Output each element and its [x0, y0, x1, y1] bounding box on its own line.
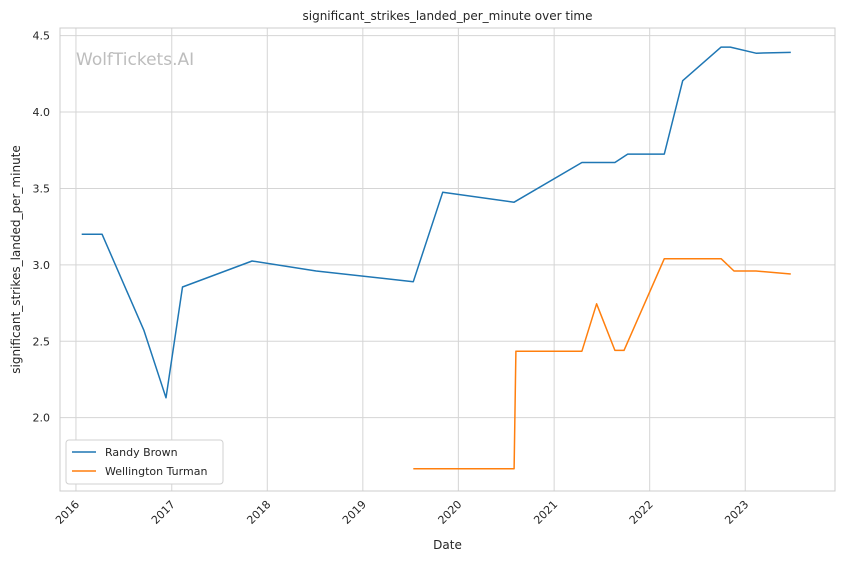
- legend-label-randy-brown: Randy Brown: [105, 446, 178, 459]
- y-tick-labels: 2.0 2.5 3.0 3.5 4.0 4.5: [33, 30, 51, 425]
- x-axis-label: Date: [433, 538, 462, 552]
- grid-layer: [60, 28, 835, 491]
- legend-box: [65, 439, 224, 485]
- y-tick-label: 3.0: [33, 259, 51, 272]
- y-tick-label: 4.5: [33, 30, 51, 43]
- y-tick-label: 2.5: [33, 335, 51, 348]
- chart-title: significant_strikes_landed_per_minute ov…: [302, 9, 592, 23]
- legend: Randy Brown Wellington Turman: [65, 439, 224, 485]
- series-line-randy-brown: [81, 46, 791, 399]
- y-tick-label: 4.0: [33, 106, 51, 119]
- series-lines-layer: [81, 46, 791, 470]
- watermark-text: WolfTickets.AI: [76, 50, 194, 70]
- y-tick-label: 2.0: [33, 412, 51, 425]
- legend-label-wellington-turman: Wellington Turman: [105, 465, 207, 478]
- plot-area-frame: [59, 27, 836, 492]
- y-tick-label: 3.5: [33, 182, 51, 195]
- y-axis-label: significant_strikes_landed_per_minute: [9, 145, 23, 374]
- series-line-wellington-turman: [413, 257, 791, 470]
